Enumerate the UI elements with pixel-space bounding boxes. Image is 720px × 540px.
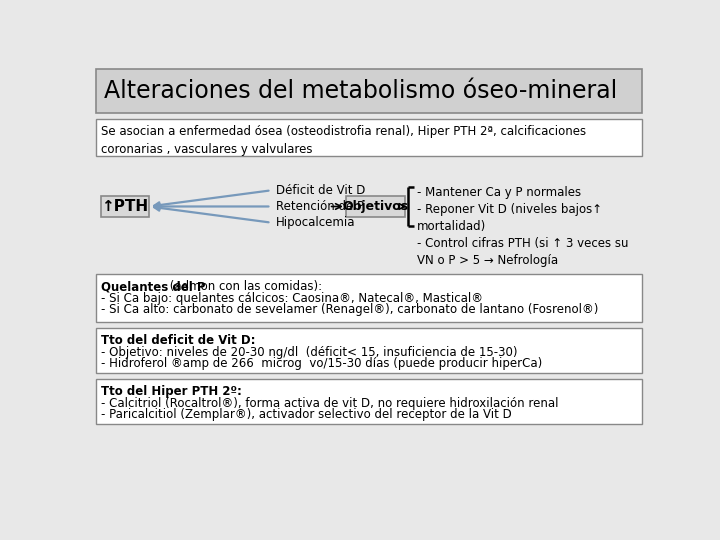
- Text: Tto del deficit de Vit D:: Tto del deficit de Vit D:: [101, 334, 256, 347]
- Text: - Si Ca alto: carbonato de sevelamer (Renagel®), carbonato de lantano (Fosrenol®: - Si Ca alto: carbonato de sevelamer (Re…: [101, 303, 598, 316]
- FancyBboxPatch shape: [96, 119, 642, 156]
- Text: ↑PTH: ↑PTH: [102, 199, 148, 214]
- Text: Tto del Hiper PTH 2º:: Tto del Hiper PTH 2º:: [101, 385, 242, 398]
- Text: Déficit de Vit D: Déficit de Vit D: [276, 184, 365, 197]
- FancyBboxPatch shape: [101, 195, 149, 217]
- FancyBboxPatch shape: [96, 328, 642, 373]
- Text: Se asocian a enfermedad ósea (osteodistrofia renal), Hiper PTH 2ª, calcificacion: Se asocian a enfermedad ósea (osteodistr…: [101, 125, 586, 156]
- Text: - Calcitriol (Rocaltrol®), forma activa de vit D, no requiere hidroxilación rena: - Calcitriol (Rocaltrol®), forma activa …: [101, 397, 558, 410]
- Text: Hipocalcemia: Hipocalcemia: [276, 216, 356, 229]
- FancyBboxPatch shape: [96, 274, 642, 322]
- FancyBboxPatch shape: [346, 195, 405, 217]
- FancyBboxPatch shape: [96, 70, 642, 112]
- Text: Alteraciones del metabolismo óseo-mineral: Alteraciones del metabolismo óseo-minera…: [104, 79, 617, 103]
- Text: Retención de P: Retención de P: [276, 200, 364, 213]
- Text: - Mantener Ca y P normales
- Reponer Vit D (niveles bajos↑
mortalidad)
- Control: - Mantener Ca y P normales - Reponer Vit…: [417, 186, 629, 267]
- Text: - Objetivo: niveles de 20-30 ng/dl  (déficit< 15, insuficiencia de 15-30): - Objetivo: niveles de 20-30 ng/dl (défi…: [101, 346, 518, 359]
- FancyBboxPatch shape: [96, 379, 642, 423]
- Text: - Paricalcitiol (Zemplar®), activador selectivo del receptor de la Vit D: - Paricalcitiol (Zemplar®), activador se…: [101, 408, 512, 421]
- Text: (admon con las comidas):: (admon con las comidas):: [166, 280, 322, 293]
- Text: Objetivos: Objetivos: [342, 200, 408, 213]
- Text: - Hidroferol ®amp de 266  microg  vo/15-30 días (puede producir hiperCa): - Hidroferol ®amp de 266 microg vo/15-30…: [101, 357, 542, 370]
- Text: Quelantes del P: Quelantes del P: [101, 280, 205, 293]
- Text: - Si Ca bajo: quelantes cálcicos: Caosina®, Natecal®, Mastical®: - Si Ca bajo: quelantes cálcicos: Caosin…: [101, 292, 483, 305]
